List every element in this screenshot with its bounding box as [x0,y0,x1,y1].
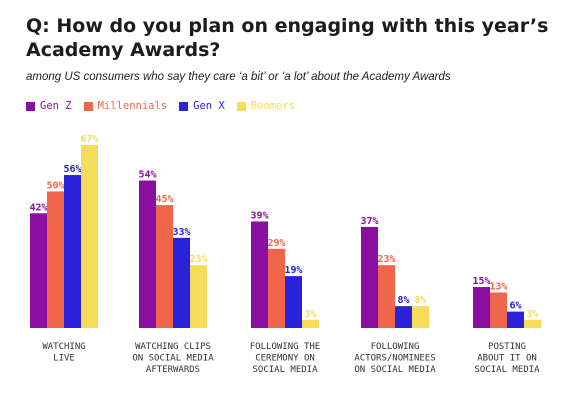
legend-swatch-boomers [236,101,246,111]
bar-gen-x-1 [173,237,190,328]
legend-item-gen-z: Gen Z [26,100,72,112]
bar-boomers-1 [190,265,207,328]
data-label-gen-x-1: 33% [172,227,190,238]
data-label-gen-x-2: 19% [284,265,302,276]
category-label-3-line-1: ACTORS/NOMINEES [354,354,435,364]
bar-gen-x-4 [507,311,524,328]
category-label-1-line-2: AFTERWARDS [146,365,200,375]
legend-item-gen-x: Gen X [179,100,225,112]
data-label-gen-z-0: 42% [29,202,47,213]
category-label-3-line-2: ON SOCIAL MEDIA [354,365,436,375]
data-label-gen-x-4: 6% [509,301,521,312]
legend-label-millennials: Millennials [97,100,168,112]
data-label-gen-z-2: 39% [250,210,268,221]
data-label-millennials-1: 45% [155,194,173,205]
bar-gen-x-0 [64,175,81,328]
legend-swatch-gen-x [179,101,189,111]
category-label-3-line-0: FOLLOWING [371,342,420,352]
bar-gen-z-2 [251,221,268,328]
data-label-gen-z-1: 54% [138,170,156,181]
legend: Gen Z Millennials Gen X Boomers [26,100,295,112]
data-label-boomers-3: 8% [414,295,426,306]
category-label-2-line-0: FOLLOWING THE [250,342,320,352]
legend-item-millennials: Millennials [83,100,168,112]
bar-millennials-2 [268,248,285,328]
data-label-boomers-4: 3% [526,309,538,320]
category-label-1-line-0: WATCHING CLIPS [135,342,211,352]
data-label-millennials-4: 13% [489,281,507,292]
legend-item-boomers: Boomers [236,100,296,112]
category-label-2-line-2: SOCIAL MEDIA [252,365,318,375]
bar-gen-z-4 [473,287,490,328]
bar-gen-x-2 [285,276,302,328]
data-label-boomers-1: 23% [189,254,207,265]
data-label-millennials-3: 23% [377,254,395,265]
chart-subtitle: among US consumers who say they care ‘a … [26,71,451,83]
category-label-2-line-1: CEREMONY ON [255,354,315,364]
legend-swatch-gen-z [26,101,35,111]
bar-millennials-4 [490,292,507,328]
data-label-gen-z-4: 15% [472,276,490,287]
bar-millennials-1 [156,205,173,328]
chart-title: Q: How do you plan on engaging with this… [26,15,549,61]
data-label-millennials-0: 50% [46,180,64,191]
category-label-4-line-1: ABOUT IT ON [477,354,537,364]
data-label-boomers-0: 67% [80,134,98,145]
legend-label-gen-x: Gen X [193,100,225,112]
category-label-1-line-1: ON SOCIAL MEDIA [132,354,214,364]
bar-boomers-0 [81,145,98,328]
category-label-0-line-1: LIVE [53,354,75,364]
category-label-0-line-0: WATCHING [42,342,85,352]
bar-boomers-3 [412,306,429,328]
bar-gen-x-3 [395,306,412,328]
data-label-millennials-2: 29% [267,238,285,249]
bar-gen-z-0 [30,213,47,328]
legend-label-gen-z: Gen Z [40,100,72,112]
bar-millennials-0 [47,191,64,328]
bar-millennials-3 [378,265,395,328]
legend-swatch-millennials [83,101,93,111]
data-label-gen-x-0: 56% [63,164,81,175]
category-label-4-line-0: POSTING [488,342,526,352]
bar-gen-z-1 [139,180,156,328]
data-label-gen-x-3: 8% [397,295,409,306]
bar-gen-z-3 [361,226,378,328]
bar-boomers-2 [302,319,319,328]
data-label-gen-z-3: 37% [360,216,378,227]
category-label-4-line-2: SOCIAL MEDIA [474,365,540,375]
data-label-boomers-2: 3% [304,309,316,320]
legend-label-boomers: Boomers [250,100,296,112]
bar-boomers-4 [524,319,541,328]
